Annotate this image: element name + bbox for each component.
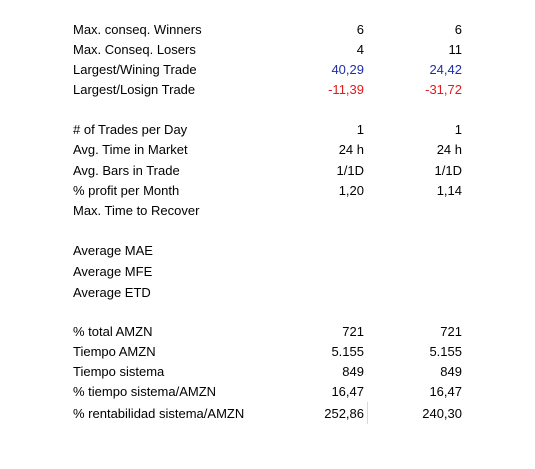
row-label[interactable]: # of Trades per Day — [73, 122, 188, 137]
row-tiempo-sistema-amzn: % tiempo sistema/AMZN 16,47 16,47 — [0, 382, 535, 402]
row-value-2[interactable]: 240,30 — [422, 406, 462, 421]
row-value-2[interactable]: 1,14 — [436, 183, 462, 198]
row-max-conseq-losers: Max. Conseq. Losers 4 11 — [0, 40, 535, 60]
row-value-1[interactable]: 6 — [356, 22, 364, 37]
row-avg-bars-in-trade: Avg. Bars in Trade 1/1D 1/1D — [0, 161, 535, 181]
row-label[interactable]: % profit per Month — [73, 183, 180, 198]
row-max-time-to-recover: Max. Time to Recover — [0, 201, 535, 221]
row-value-1[interactable]: 1,20 — [338, 183, 364, 198]
row-max-conseq-winners: Max. conseq. Winners 6 6 — [0, 20, 535, 40]
row-rentabilidad-sistema-amzn: % rentabilidad sistema/AMZN 252,86 240,3… — [0, 404, 535, 424]
row-avg-time-in-market: Avg. Time in Market 24 h 24 h — [0, 140, 535, 160]
row-value-1[interactable]: 1/1D — [336, 163, 364, 178]
row-value-2[interactable]: 6 — [454, 22, 462, 37]
row-average-mfe: Average MFE — [0, 262, 535, 282]
row-value-2[interactable]: 11 — [448, 42, 463, 57]
row-profit-per-month: % profit per Month 1,20 1,14 — [0, 181, 535, 201]
row-label[interactable]: Average MAE — [73, 243, 153, 258]
row-largest-losing-trade: Largest/Losign Trade -11,39 -31,72 — [0, 80, 535, 100]
row-label[interactable]: % rentabilidad sistema/AMZN — [73, 406, 245, 421]
row-label[interactable]: Largest/Wining Trade — [73, 62, 197, 77]
row-label[interactable]: Tiempo AMZN — [73, 344, 156, 359]
cell-gridline — [367, 402, 368, 424]
row-value-1[interactable]: 40,29 — [331, 62, 364, 77]
row-label[interactable]: Avg. Bars in Trade — [73, 163, 180, 178]
row-value-2[interactable]: 849 — [440, 364, 462, 379]
row-value-1[interactable]: 849 — [342, 364, 364, 379]
row-label[interactable]: Avg. Time in Market — [73, 142, 188, 157]
row-value-1[interactable]: 24 h — [338, 142, 364, 157]
row-value-2[interactable]: 24,42 — [429, 62, 462, 77]
row-value-1[interactable]: -11,39 — [328, 82, 364, 97]
row-value-1[interactable]: 4 — [356, 42, 364, 57]
row-label[interactable]: Max. Time to Recover — [73, 203, 200, 218]
row-value-1[interactable]: 252,86 — [324, 406, 364, 421]
row-value-1[interactable]: 16,47 — [331, 384, 364, 399]
row-average-etd: Average ETD — [0, 283, 535, 303]
row-value-2[interactable]: 721 — [440, 324, 462, 339]
row-largest-winning-trade: Largest/Wining Trade 40,29 24,42 — [0, 60, 535, 80]
row-value-2[interactable]: 1 — [454, 122, 462, 137]
row-label[interactable]: Max. conseq. Winners — [73, 22, 202, 37]
row-trades-per-day: # of Trades per Day 1 1 — [0, 120, 535, 140]
row-label[interactable]: Largest/Losign Trade — [73, 82, 196, 97]
row-label[interactable]: Average ETD — [73, 285, 151, 300]
row-label[interactable]: % total AMZN — [73, 324, 153, 339]
row-tiempo-sistema: Tiempo sistema 849 849 — [0, 362, 535, 382]
row-value-1[interactable]: 721 — [342, 324, 364, 339]
row-value-2[interactable]: -31,72 — [425, 82, 462, 97]
row-value-2[interactable]: 24 h — [436, 142, 462, 157]
row-label[interactable]: Average MFE — [73, 264, 153, 279]
row-tiempo-amzn: Tiempo AMZN 5.155 5.155 — [0, 342, 535, 362]
row-label[interactable]: % tiempo sistema/AMZN — [73, 384, 217, 399]
row-average-mae: Average MAE — [0, 241, 535, 261]
row-value-2[interactable]: 5.155 — [429, 344, 462, 359]
row-value-1[interactable]: 5.155 — [331, 344, 364, 359]
row-value-2[interactable]: 1/1D — [434, 163, 462, 178]
row-label[interactable]: Max. Conseq. Losers — [73, 42, 196, 57]
row-total-amzn: % total AMZN 721 721 — [0, 322, 535, 342]
row-label[interactable]: Tiempo sistema — [73, 364, 165, 379]
row-value-1[interactable]: 1 — [356, 122, 364, 137]
row-value-2[interactable]: 16,47 — [429, 384, 462, 399]
